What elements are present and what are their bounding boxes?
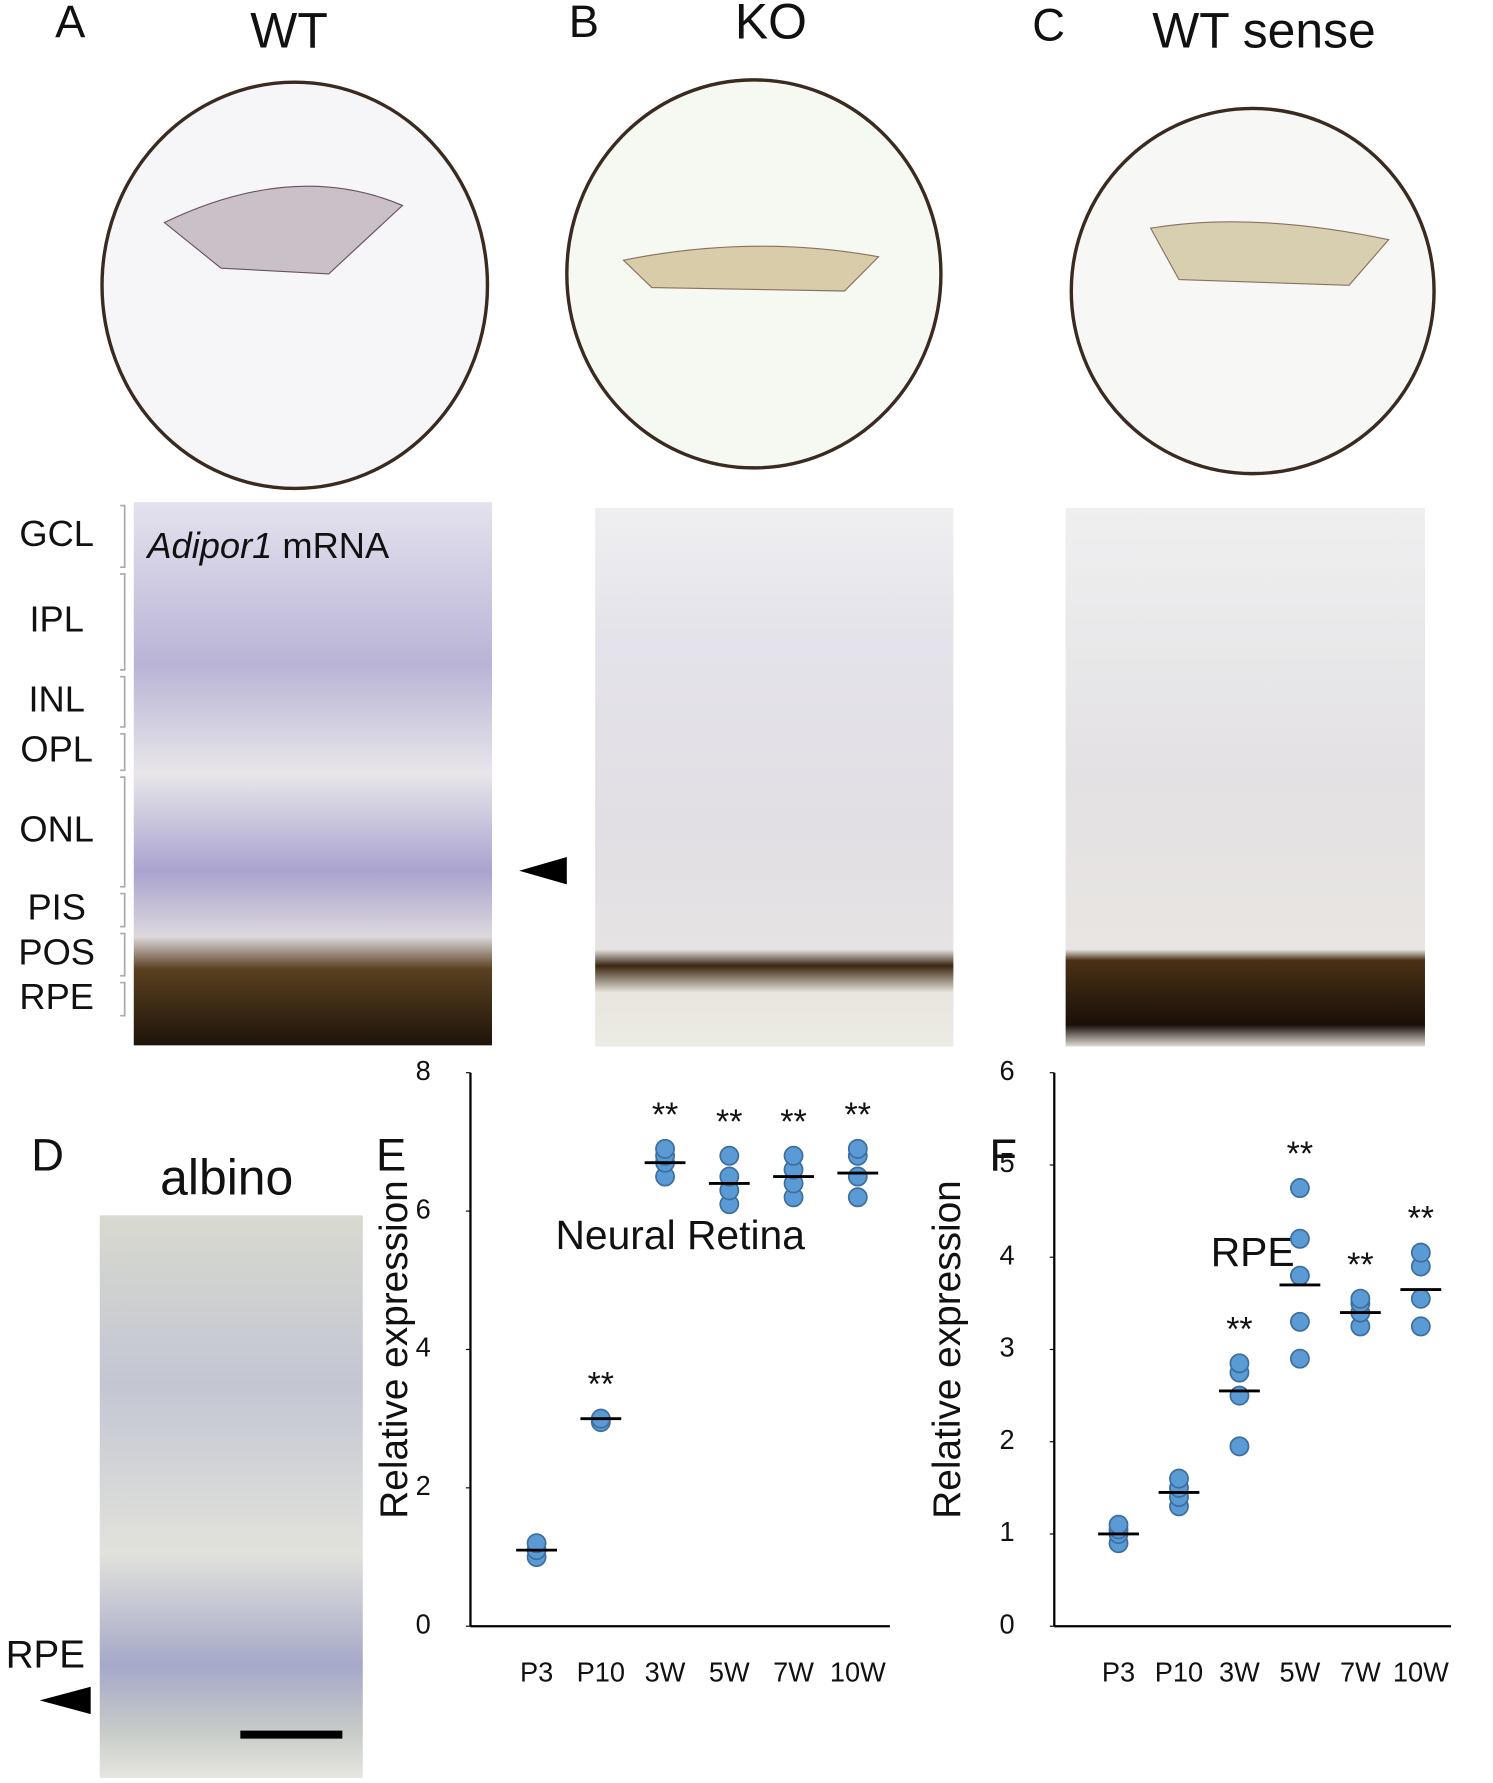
- layer-label: RPE: [19, 976, 94, 1017]
- x-tick-label: P10: [1155, 1656, 1203, 1687]
- layer-label: GCL: [19, 513, 94, 554]
- panel-letter: A: [55, 0, 86, 47]
- rpe-marker: RPE: [6, 1633, 85, 1676]
- data-point: [1289, 1265, 1310, 1286]
- bracket: [120, 732, 126, 772]
- bracket: [120, 573, 126, 671]
- panel-title: albino: [160, 1149, 293, 1205]
- y-tick-label: 5: [999, 1147, 1014, 1178]
- chart-title: RPE: [1211, 1229, 1295, 1275]
- micrograph-b: [595, 507, 954, 1047]
- x-tick-label: 5W: [709, 1656, 750, 1687]
- data-point: [526, 1533, 547, 1554]
- significance: **: [1226, 1310, 1252, 1348]
- micrograph-c: [1065, 507, 1425, 1047]
- significance: **: [588, 1366, 614, 1404]
- y-axis-label: Relative expression: [926, 1180, 969, 1518]
- panel-title: KO: [735, 0, 807, 49]
- data-point: [783, 1145, 804, 1166]
- significance: **: [1408, 1200, 1434, 1238]
- data-point: [1289, 1348, 1310, 1369]
- y-tick-label: 6: [416, 1193, 431, 1224]
- panel-letter: D: [31, 1129, 64, 1180]
- data-point: [1410, 1242, 1431, 1263]
- micrograph-d: [99, 1215, 363, 1778]
- bracket: [120, 932, 126, 977]
- data-point: [1229, 1436, 1250, 1457]
- layer-label: OPL: [20, 729, 93, 770]
- significance: **: [716, 1103, 742, 1141]
- panel-letter: C: [1032, 0, 1065, 51]
- data-point: [1108, 1514, 1129, 1535]
- data-point: [847, 1187, 868, 1208]
- panel-letter: F: [989, 1129, 1017, 1180]
- data-point: [1289, 1311, 1310, 1332]
- data-point: [1289, 1178, 1310, 1199]
- x-tick-label: 5W: [1280, 1656, 1321, 1687]
- data-point: [655, 1138, 675, 1159]
- panel-title: WT sense: [1152, 2, 1376, 58]
- data-point: [1410, 1288, 1431, 1309]
- x-tick-label: 3W: [1219, 1656, 1260, 1687]
- significance: **: [652, 1096, 678, 1134]
- data-point: [719, 1145, 740, 1166]
- bracket: [120, 892, 126, 928]
- chart-title: Neural Retina: [555, 1212, 805, 1258]
- y-tick-label: 1: [999, 1516, 1014, 1547]
- data-point: [719, 1166, 740, 1187]
- layer-label: ONL: [19, 808, 94, 849]
- y-tick-label: 0: [999, 1608, 1014, 1639]
- y-tick-label: 2: [999, 1424, 1014, 1455]
- layer-label: PIS: [27, 887, 85, 928]
- data-point: [1229, 1353, 1250, 1374]
- probe-label: Adipor1 mRNA: [145, 524, 390, 565]
- arrowhead: [39, 1686, 91, 1715]
- probe-suffix: mRNA: [282, 524, 389, 565]
- x-tick-label: 10W: [1393, 1656, 1449, 1687]
- y-tick-label: 0: [416, 1608, 431, 1639]
- data-point: [1229, 1385, 1250, 1406]
- x-tick-label: P3: [1102, 1656, 1135, 1687]
- y-tick-label: 3: [999, 1332, 1014, 1363]
- layer-label: INL: [28, 678, 84, 719]
- x-tick-label: 7W: [1340, 1656, 1381, 1687]
- bracket: [120, 504, 126, 569]
- significance: **: [845, 1096, 871, 1134]
- significance: **: [1347, 1246, 1373, 1284]
- y-tick-label: 4: [416, 1332, 431, 1363]
- bracket: [120, 981, 126, 1017]
- bracket: [120, 776, 126, 888]
- y-tick-label: 8: [416, 1055, 431, 1086]
- y-tick-label: 2: [416, 1470, 431, 1501]
- data-point: [847, 1166, 868, 1187]
- significance: **: [780, 1103, 806, 1141]
- gene: Adipor1: [145, 524, 272, 565]
- x-tick-label: P3: [520, 1656, 553, 1687]
- x-tick-label: 3W: [645, 1656, 686, 1687]
- y-axis-label: Relative expression: [373, 1180, 416, 1518]
- y-tick-label: 4: [999, 1239, 1014, 1270]
- eye-sections: [100, 78, 1436, 491]
- data-point: [1350, 1288, 1371, 1309]
- data-point: [1289, 1228, 1310, 1249]
- layer-label: POS: [18, 931, 95, 972]
- arrowhead: [519, 857, 567, 885]
- data-point: [1169, 1468, 1189, 1489]
- x-tick-label: 10W: [830, 1656, 886, 1687]
- panel-letter: B: [569, 0, 599, 47]
- layer-label: IPL: [29, 598, 83, 639]
- x-tick-label: 7W: [773, 1656, 814, 1687]
- x-tick-label: P10: [577, 1656, 625, 1687]
- micrograph-a: [133, 502, 492, 1046]
- significance: **: [1287, 1135, 1313, 1173]
- data-point: [847, 1138, 868, 1159]
- panel-letter: E: [376, 1129, 406, 1180]
- panel-title: WT: [250, 2, 328, 58]
- y-tick-label: 6: [999, 1055, 1014, 1086]
- data-point: [1410, 1316, 1431, 1337]
- bracket: [120, 675, 126, 728]
